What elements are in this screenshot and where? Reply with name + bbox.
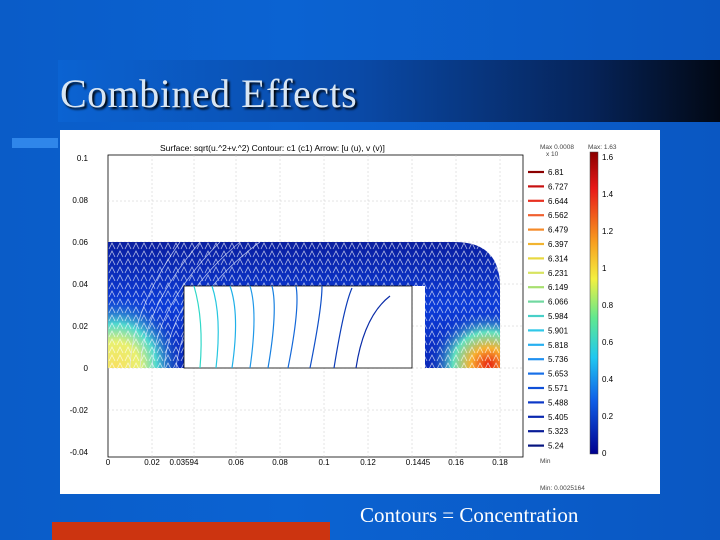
contour-legend: Max 0.0008 x 10 6.81 6.727 6.644 6.562 6.479… [528,144,574,465]
legend-min-label: Min [540,458,551,465]
surface-colorbar: Max: 1.63 1.6 1.4 1.2 1 0.8 0.6 0.4 0.2 … [540,144,617,492]
colorbar-tick: 0.2 [602,412,614,421]
y-tick: -0.02 [70,406,89,415]
legend-level-label: 5.323 [548,427,569,436]
legend-level-label: 5.405 [548,413,569,422]
legend-level-label: 6.314 [548,254,569,263]
colorbar-tick: 1.6 [602,153,614,162]
legend-level-label: 6.479 [548,226,569,235]
colorbar-tick: 1 [602,264,607,273]
colorbar-tick: 1.2 [602,227,614,236]
y-tick: 0.06 [72,238,88,247]
legend-level-label: 5.984 [548,312,569,321]
colorbar-tick: 0.8 [602,301,614,310]
accent-stripe-left [12,138,58,148]
x-tick: 0.16 [448,458,464,467]
y-tick: 0.04 [72,280,88,289]
colorbar-tick: 0.4 [602,375,614,384]
colorbar-gradient [589,151,599,455]
y-tick: 0.1 [77,154,89,163]
slide-caption: Contours = Concentration [360,503,579,527]
legend-level-label: 5.571 [548,384,569,393]
y-tick: 0.02 [72,322,88,331]
legend-level-label: 6.81 [548,168,564,177]
y-tick: 0 [84,364,89,373]
legend-max-label: Max 0.0008 [540,144,574,151]
legend-level-label: 6.149 [548,283,569,292]
x-tick: 0.08 [272,458,288,467]
x-tick: 0.18 [492,458,508,467]
simulation-figure: Surface: sqrt(u.^2+v.^2) Contour: c1 (c1… [60,130,660,494]
legend-level-label: 6.644 [548,197,569,206]
x-tick: 0.03594 [170,458,199,467]
legend-level-label: 5.818 [548,341,569,350]
colorbar-min-label: Min: 0.0025164 [540,485,585,492]
legend-level-label: 6.397 [548,240,569,249]
flow-domain [108,241,500,369]
plot-svg: Surface: sqrt(u.^2+v.^2) Contour: c1 (c1… [70,143,617,492]
x-axis-ticks: 0 0.02 0.03594 0.06 0.08 0.1 0.12 0.1445… [106,458,509,467]
colorbar-tick: 0.6 [602,338,614,347]
x-tick: 0.06 [228,458,244,467]
legend-level-label: 5.488 [548,398,569,407]
y-axis-ticks: 0.1 0.08 0.06 0.04 0.02 0 -0.02 -0.04 [70,154,89,457]
y-tick: -0.04 [70,448,89,457]
x-tick: 0.02 [144,458,160,467]
legend-exponent: x 10 [546,151,559,158]
x-tick: 0.1 [318,458,330,467]
legend-level-label: 5.653 [548,370,569,379]
legend-level-label: 5.736 [548,355,569,364]
contour-region [183,285,413,369]
y-tick: 0.08 [72,196,88,205]
colorbar-tick: 0 [602,449,607,458]
slide-title: Combined Effects [60,71,358,116]
legend-level-label: 6.727 [548,182,569,191]
colorbar-max-label: Max: 1.63 [588,144,617,151]
legend-level-label: 6.562 [548,211,569,220]
legend-level-label: 6.066 [548,298,569,307]
legend-level-label: 5.901 [548,326,569,335]
plot-header: Surface: sqrt(u.^2+v.^2) Contour: c1 (c1… [160,143,385,153]
x-tick: 0.1445 [406,458,431,467]
title-band [58,60,720,122]
x-tick: 0 [106,458,111,467]
legend-level-label: 6.231 [548,269,569,278]
x-tick: 0.12 [360,458,376,467]
colorbar-tick: 1.4 [602,190,614,199]
accent-bar-bottom [52,522,330,540]
legend-level-label: 5.24 [548,442,564,451]
